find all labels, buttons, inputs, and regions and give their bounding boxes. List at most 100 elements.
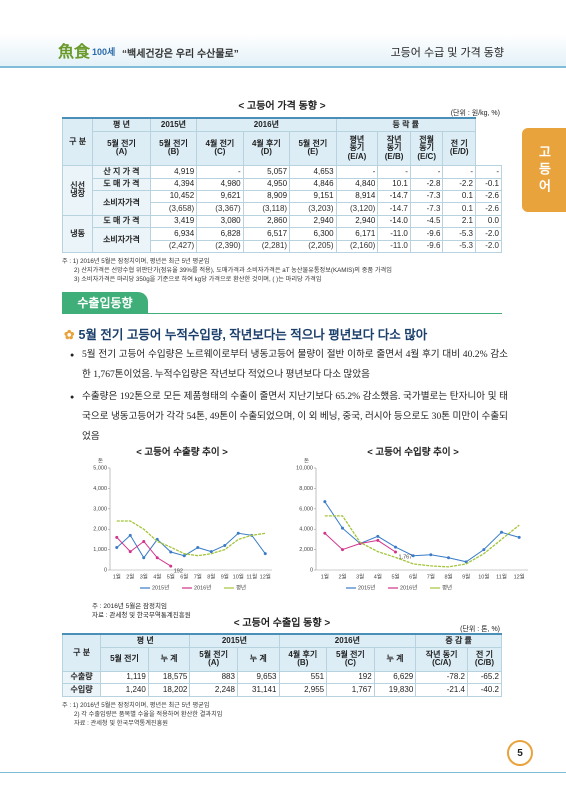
- axis-unit: 톤: [304, 458, 309, 464]
- cell: -78.2: [415, 670, 468, 685]
- series-point: [376, 534, 380, 538]
- cell: 6,517: [242, 227, 291, 241]
- page-number: 5: [507, 740, 533, 766]
- series-line: [116, 532, 266, 559]
- cell: -14.7: [377, 189, 411, 204]
- series-point: [115, 535, 119, 539]
- trade-table: 구 분 평 년 2015년 2016년 증 감 률 5월 전기 누 계 5월 전기 …: [61, 632, 503, 697]
- logo: 魚食: [58, 44, 91, 61]
- series-point: [376, 538, 380, 542]
- table-row: 수출량 1,119 18,575 883 9,653 551 192 6,629 -78.2 -6…: [61, 670, 503, 685]
- legend-label: 평년: [442, 583, 452, 591]
- cell: (3,367): [196, 202, 244, 216]
- cell: 4,980: [196, 177, 244, 191]
- y-tick-label: 6,000: [299, 506, 313, 512]
- x-tick-label: 9월: [221, 572, 229, 580]
- series-point: [341, 526, 344, 530]
- table-row: 소비자가격 6,934 6,828 6,517 6,300 6,171 -11.0 -9.6-…: [63, 227, 502, 253]
- header-cell: 전월 동기 (E/C): [409, 130, 444, 167]
- table-notes: 주 : 1) 2016년 5월은 잠정치이며, 평년은 최근 5년 평균임 2) …: [62, 257, 392, 284]
- cell: 10,452: [149, 189, 198, 204]
- cell: 1,119: [100, 670, 149, 685]
- chart-box: < 고등어 수출량 추이 > 톤 0 1,000 2,000 3,000 4,000 5,00…: [84, 444, 280, 600]
- series-point: [263, 552, 267, 556]
- cell: 1,240: [100, 683, 149, 697]
- chart: 톤 0 2,000 4,000 6,000 8,000 10,000 1월 2월 3월 4월 5월 6월…: [296, 458, 528, 591]
- note: 자료 : 관세청 및 한국무역통계진흥원: [92, 612, 191, 619]
- cell: 6,934: [149, 227, 198, 241]
- table-title: < 고등어 가격 동향 >: [238, 101, 326, 112]
- header-cell: 4월 후기 (D): [242, 130, 291, 167]
- series-point: [182, 554, 186, 558]
- header-cell: 전 기 (C/B): [466, 646, 503, 672]
- cell: 31,141: [236, 683, 280, 697]
- cell: (2,160): [335, 239, 379, 254]
- cell: 8,914: [335, 189, 379, 204]
- cell: (3,658): [149, 202, 198, 216]
- header-cell: 2016년: [196, 116, 337, 132]
- cell: 5,057: [242, 165, 291, 179]
- series-line: [324, 501, 520, 563]
- x-tick-label: 12월: [260, 572, 271, 580]
- section-rule: [62, 313, 502, 314]
- cell: 0.0: [475, 214, 502, 229]
- cell: -2.0: [475, 227, 502, 241]
- note: 주 : 1) 2016년 5월은 잠정치이며, 평년은 최근 5년 평균임: [62, 258, 210, 265]
- cell: (3,118): [242, 202, 291, 216]
- cell: 4,653: [289, 165, 337, 179]
- series-point: [341, 548, 344, 552]
- header-cell: 2016년: [278, 632, 417, 648]
- cell: 4,394: [149, 177, 198, 191]
- x-tick-label: 2월: [338, 572, 346, 580]
- header-cell: 증 감 률: [415, 632, 502, 648]
- row-label: 도 매 가 격: [92, 177, 151, 191]
- bullet: 5월 전기 고등어 수입량은 노르웨이로부터 냉동고등어 물량이 절반 이하로 …: [70, 345, 508, 385]
- cell: -2.6: [475, 202, 502, 216]
- table-unit: (단위 : 원/kg, %): [450, 110, 500, 117]
- header-band: [0, 34, 566, 68]
- cell: -2.6: [475, 189, 502, 204]
- y-tick-label: 1,000: [93, 547, 107, 553]
- cell: 6,629: [373, 670, 417, 685]
- bullets: 5월 전기 고등어 수입량은 노르웨이로부터 냉동고등어 물량이 절반 이하로 …: [70, 345, 508, 449]
- x-tick-label: 3월: [140, 572, 148, 580]
- cell: 4,840: [335, 177, 379, 191]
- x-tick-label: 5월: [391, 572, 399, 580]
- cell: 18,575: [147, 670, 191, 685]
- header-cell: 5월 전기 (C): [326, 646, 375, 672]
- table-row: 신선 냉장 산 지 가 격 4,919-5,057 4,653- - - - -: [61, 165, 502, 216]
- cell: 0.1: [442, 202, 476, 216]
- cell: 2,955: [278, 683, 328, 697]
- x-tick-label: 6월: [180, 572, 188, 580]
- y-tick-label: 2,000: [299, 547, 313, 553]
- x-tick-label: 2월: [126, 572, 134, 580]
- cell: 2,940: [289, 214, 337, 229]
- cell: 3,419: [149, 214, 198, 229]
- row-label: 소비자가격: [92, 189, 151, 216]
- cell: 2.1: [442, 214, 476, 229]
- note: 자료 : 관세청 및 한국무역통계진흥원: [74, 720, 168, 727]
- y-tick-label: 0: [310, 567, 313, 573]
- footer-rule: [0, 772, 566, 773]
- header-cell: 구 분: [61, 632, 102, 672]
- series-point: [115, 546, 119, 550]
- cell: 2,860: [242, 214, 291, 229]
- cell: 18,202: [147, 683, 191, 697]
- x-tick-label: 11월: [496, 572, 507, 580]
- axis-unit: 톤: [98, 458, 103, 464]
- header-cell: 5월 전기 (E): [289, 130, 337, 167]
- x-tick-label: 5월: [167, 572, 175, 580]
- header-title: 고등어 수급 및 가격 동향: [390, 47, 504, 59]
- cell: 883: [189, 670, 238, 685]
- cell: 9,151: [289, 189, 337, 204]
- chart-title: < 고등어 수입량 추이 >: [367, 447, 459, 458]
- series-point: [394, 550, 397, 554]
- legend-label: 2015년: [152, 583, 169, 591]
- cell: 6,300: [289, 227, 337, 241]
- cell: (2,205): [289, 239, 337, 254]
- series-point: [196, 546, 200, 550]
- cell: 4,919: [149, 165, 198, 179]
- note: 주 : 1) 2016년 5월은 잠정치이며, 평년은 최근 5년 평균임: [62, 702, 210, 709]
- table-title: < 고등어 수출입 동향 >: [233, 618, 331, 629]
